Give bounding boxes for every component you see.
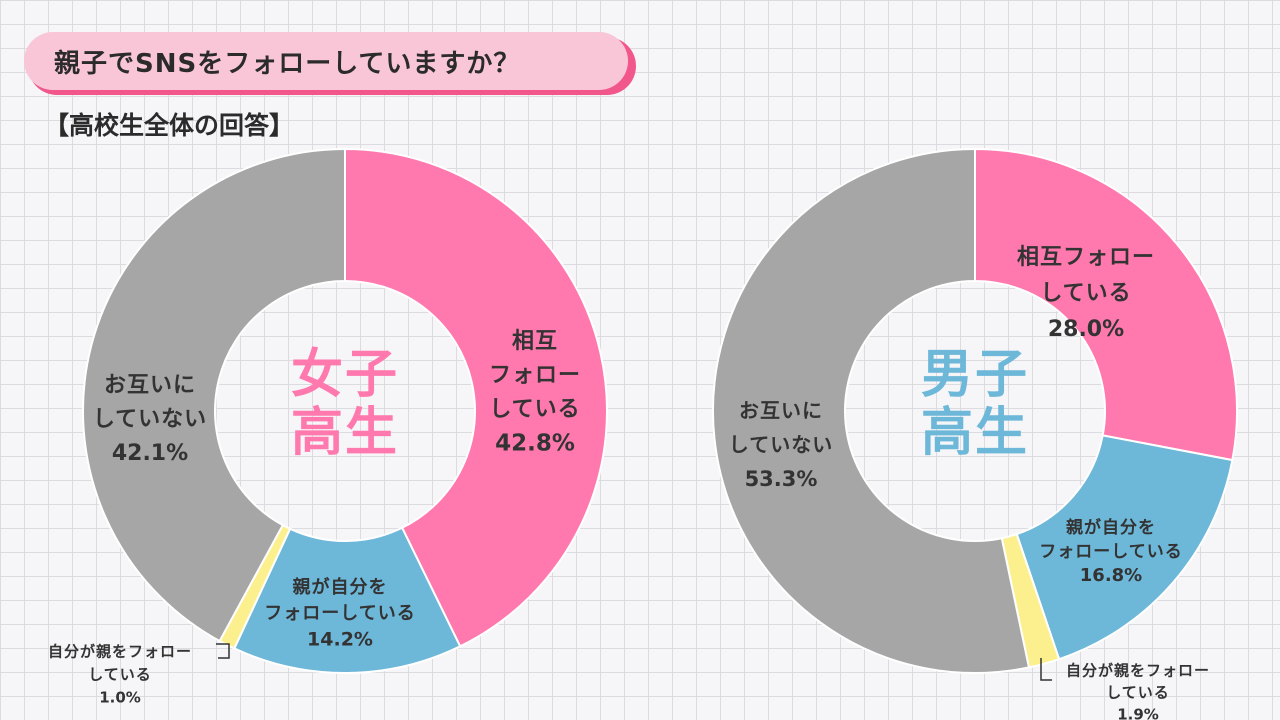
slice-none	[82, 147, 346, 643]
center-label: 男子	[921, 345, 1029, 405]
data-label-text: お互いに	[104, 373, 196, 398]
data-label-text: 相互	[512, 329, 558, 354]
data-label-value: 14.2%	[307, 629, 373, 651]
data-label-value: 1.9%	[1117, 706, 1159, 720]
data-label-text: していない	[729, 433, 833, 457]
data-label-text: している	[1040, 281, 1131, 306]
data-label-text: している	[88, 666, 152, 684]
data-label-value: 42.8%	[495, 431, 575, 457]
slice-mutual	[344, 147, 609, 648]
leader-line	[216, 643, 230, 659]
data-label-value: 42.1%	[112, 441, 188, 466]
center-label: 高生	[921, 403, 1029, 463]
slice-parent-follows	[232, 526, 462, 674]
data-label-text: 親が自分を	[293, 576, 388, 598]
slice-mutual	[974, 147, 1238, 462]
data-label-value: 28.0%	[1048, 317, 1124, 342]
center-label: 女子	[291, 345, 399, 405]
data-label-value: 1.0%	[99, 689, 141, 707]
data-label-text: 親が自分を	[1066, 517, 1156, 538]
data-label-value: 16.8%	[1080, 565, 1142, 586]
data-label-text: フォロー	[489, 363, 581, 388]
data-label-text: フォローしている	[264, 603, 415, 624]
center-label: 高生	[291, 403, 399, 463]
data-label-text: していない	[93, 407, 207, 432]
slice-parent-follows	[1015, 434, 1234, 661]
slice-none	[712, 147, 1031, 674]
page-subtitle: 【高校生全体の回答】	[44, 111, 295, 140]
data-label-text: お互いに	[739, 399, 823, 423]
title-banner: 親子でSNSをフォローしていますか？	[24, 32, 636, 98]
data-label-text: 自分が親をフォロー	[48, 643, 192, 661]
data-label-text: 相互フォロー	[1017, 245, 1155, 270]
data-label-text: している	[1106, 684, 1170, 702]
leader-line	[1040, 658, 1052, 681]
page-title: 親子でSNSをフォローしていますか？	[24, 32, 628, 90]
data-label-text: している	[489, 397, 580, 422]
donut-chart-boys: 男子高生相互フォローしている28.0%親が自分をフォローしている16.8%自分が…	[712, 147, 1238, 720]
donut-chart-girls: 女子高生相互フォローしている42.8%親が自分をフォローしている14.2%自分が…	[48, 147, 609, 707]
data-label-value: 53.3%	[745, 467, 818, 491]
data-label-text: 自分が親をフォロー	[1066, 662, 1210, 680]
data-label-text: フォローしている	[1039, 542, 1183, 562]
